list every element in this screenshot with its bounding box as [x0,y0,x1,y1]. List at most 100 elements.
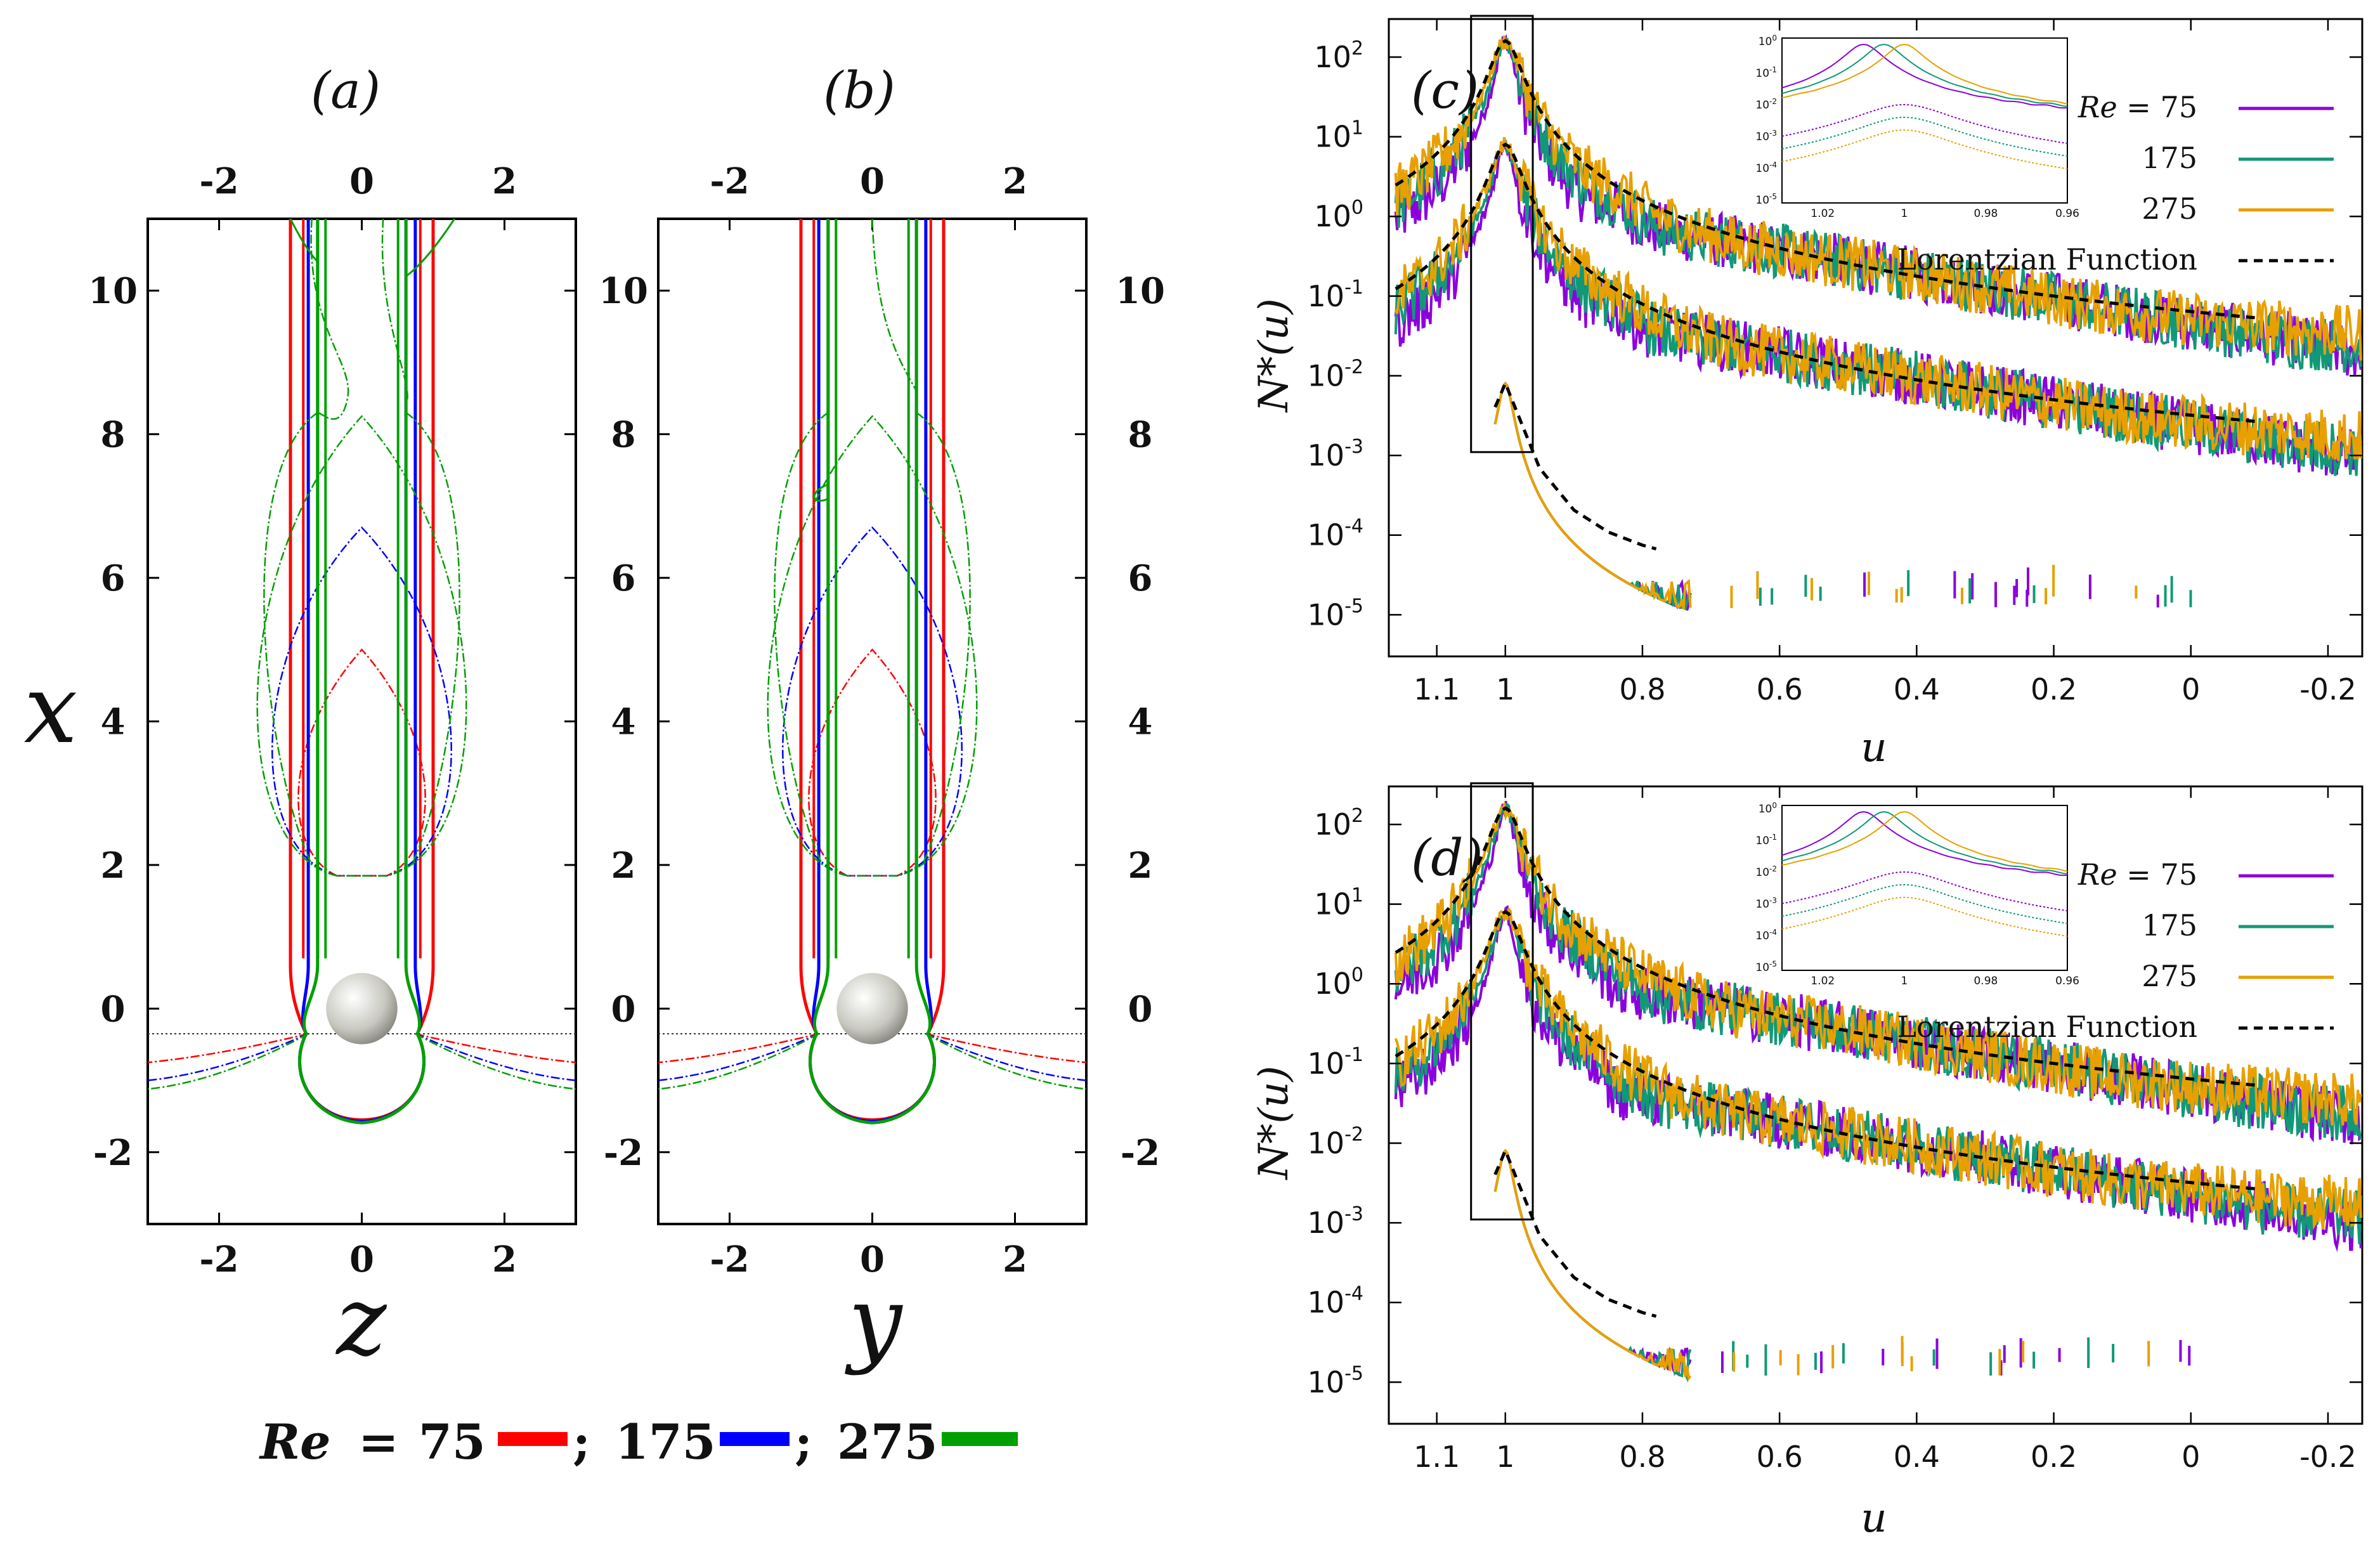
c-inset-y-tick: 10-1 [1755,65,1777,80]
c-legend-re: Re = 75 [2078,90,2197,124]
a-bottom-tick-label: 2 [492,1239,517,1280]
c-inset-x-tick: 0.96 [2055,207,2079,220]
d-y-tick-exp: -4 [1344,1283,1363,1305]
b-y-tick-label-left: 2 [611,845,636,887]
c-y-tick-exp: 2 [1351,37,1363,60]
panel-c-frame [1388,18,2364,658]
b-y-tick-label-right: 6 [1128,557,1153,599]
c-x-tick-label: 0.4 [1894,672,1940,707]
a-sweep-left-re175 [147,1032,309,1081]
b-bottom-tick-label: 2 [1003,1239,1027,1280]
bottom-legend: Re = 75 ; 175 ; 275 [259,1414,1018,1470]
b-y-tick-label-left: 6 [611,557,636,599]
b-bowl-re275 [809,1032,936,1124]
c-x-tick-label: -0.2 [2299,672,2357,707]
d-y-tick-label: 10-2 [1308,1123,1363,1160]
d-y-tick-label: 10-1 [1308,1044,1363,1081]
panel-b: (b) -2 0 2 -2 0 2 -2 -2 0 0 2 2 4 4 6 6 8 8 10 10 y [599,61,1165,1377]
c-legend-re-eq: = 75 [2126,90,2197,124]
d-y-tick-exp: 1 [1351,885,1363,907]
a-bottom-tick-label: -2 [199,1239,238,1280]
panel-b-label: (b) [823,61,895,120]
a-top-tick-label: -2 [199,160,238,202]
d-x-tick-label: 0.4 [1894,1440,1940,1474]
b-sweep-right-re275 [925,1032,1087,1090]
panel-c-inset: 1.02 1 0.98 0.96 100 10-1 10-2 10-3 10-4 10-5 [1755,34,2079,220]
b-hook-275 [813,483,829,502]
b-y-tick-label-left: 10 [599,270,648,312]
a-y-tick-label: 8 [101,414,126,456]
a-y-tick-label: 2 [101,845,126,887]
d-inset-x-tick: 1 [1901,975,1908,987]
c-y-tick-label: 101 [1314,117,1363,154]
d-inset-y-exp: -5 [1769,960,1777,968]
d-zoom-box [1470,782,1534,1221]
panel-a-ylabel: x [24,655,78,765]
c-legend-lorentz: Lorentzian Function [1897,242,2197,277]
c-inset-frame [1781,37,2068,204]
b-y-tick-label-left: -2 [604,1132,643,1174]
bottom-legend-prefix: Re [259,1414,331,1470]
a-y-tick-label: 6 [101,557,126,599]
panel-d-spectra [1394,782,2362,1383]
bottom-legend-re75: 75 [419,1414,486,1470]
a-top-hook-275 [289,218,318,263]
a-sweep-right-re175 [415,1032,576,1081]
d-x-tick-label: 1.1 [1414,1440,1460,1474]
panel-c-spectra [1394,15,2362,611]
b-y-tick-label-right: 8 [1128,414,1153,456]
bottom-legend-re275: 275 [837,1414,938,1470]
c-lorentz-top [1395,39,2260,320]
d-legend-lorentz: Lorentzian Function [1897,1010,2197,1044]
bottom-legend-sep-1: ; [573,1414,590,1470]
d-spectrum-bottom-re75 [1493,1149,1692,1377]
panel-d-xlabel: u [1861,1495,1887,1542]
d-inset-y-tick: 10-1 [1755,833,1777,847]
a-y-tick-label: 0 [101,988,126,1030]
c-y-tick-exp: -4 [1344,516,1363,538]
d-x-tick-label: -0.2 [2299,1440,2357,1474]
c-x-tick-label: 0.8 [1619,672,1665,707]
panel-d-inset: 1.02 1 0.98 0.96 100 10-1 10-2 10-3 10-4 10-5 [1755,801,2079,987]
c-y-tick-exp: -3 [1344,436,1363,458]
c-inset-y-tick: 10-4 [1755,160,1777,175]
d-x-tick-label: 0.6 [1757,1440,1803,1474]
d-x-tick-label: 0.2 [2031,1440,2077,1474]
b-y-tick-label-right: 2 [1128,845,1153,887]
d-x-tick-label: 1 [1496,1440,1514,1474]
b-y-tick-label-right: 10 [1115,270,1165,312]
c-y-tick-label: 102 [1314,37,1363,74]
c-spectrum-bottom-re175 [1493,381,1692,610]
b-sweep-right-re175 [925,1032,1087,1081]
a-y-tick-label: 4 [101,701,126,743]
d-legend-label-1: 175 [2142,908,2197,942]
a-top-hook2-275 [405,218,456,277]
c-y-tick-exp: 1 [1351,117,1363,140]
d-y-tick-exp: -3 [1344,1203,1363,1225]
b-sweep-left-re75 [658,1032,819,1064]
panel-c-legend: Re = 75 175 275 Lorentzian Function [1897,90,2334,277]
c-legend-re-italic: Re [2078,90,2126,124]
b-bubble-re275 [767,415,978,877]
c-x-tick-label: 1.1 [1414,672,1460,707]
b-y-tick-label-right: 4 [1128,701,1153,743]
a-bottom-tick-label: 0 [349,1239,374,1280]
d-inset-y-tick: 10-2 [1755,864,1777,879]
c-inset-y-tick: 100 [1759,34,1777,48]
c-y-tick-label: 10-4 [1308,516,1363,552]
a-top-tick-label: 2 [492,160,517,202]
b-wake-right-re275 [914,219,932,1035]
b-y-tick-label-left: 0 [611,988,636,1030]
c-inset-x-tick: 0.98 [1974,207,1998,220]
b-bottom-tick-label: 0 [860,1239,885,1280]
bottom-legend-sep-2: ; [795,1414,812,1470]
a-loop-275-b [405,412,460,866]
c-x-tick-label: 0.2 [2031,672,2077,707]
panel-d: 1.1 1 0.8 0.6 0.4 0.2 0 -0.2 10210110010-110-21… [1251,782,2364,1542]
a-top-tick-label: 0 [349,160,374,202]
panel-d-x-ticks: 1.1 1 0.8 0.6 0.4 0.2 0 -0.2 [1414,786,2357,1474]
bottom-legend-equals: = [358,1414,399,1470]
d-legend-re: Re = 75 [2078,857,2197,892]
d-inset-y-tick: 10-3 [1755,896,1777,911]
